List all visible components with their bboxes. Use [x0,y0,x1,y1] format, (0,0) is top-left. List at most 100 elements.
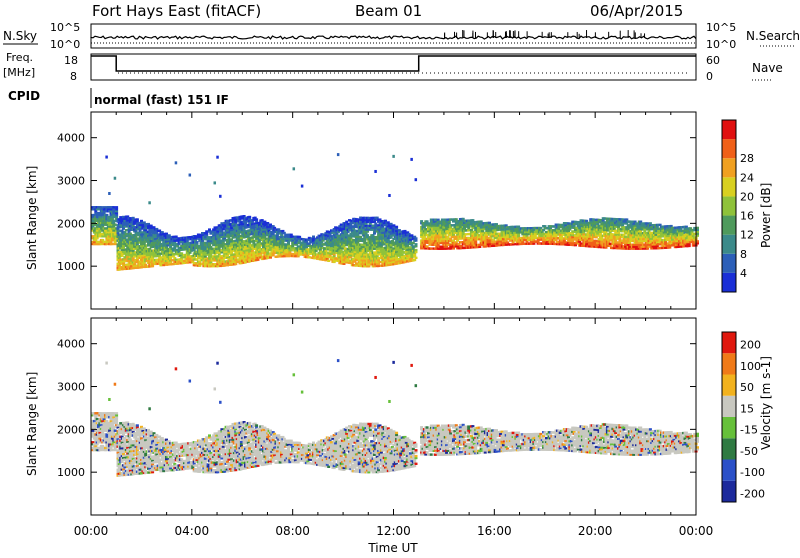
power-echo [284,243,287,245]
power-echo [100,206,103,208]
power-echo [114,177,117,180]
date-title: 06/Apr/2015 [590,2,683,20]
power-echo [383,228,386,230]
power-echo [374,223,377,225]
power-echo [415,243,418,245]
power-echo [255,218,258,220]
power-echo [251,236,254,238]
power-echo [306,248,309,250]
power-echo [478,244,481,246]
power-echo [309,245,312,247]
power-echo [216,156,219,159]
power-echo [467,237,470,239]
power-echo [401,254,404,256]
power-echo [388,194,391,197]
power-echo [451,224,454,226]
power-echo [481,230,484,232]
power-echo [603,221,606,223]
power-echo [467,219,470,221]
freq-unit: [MHz] [3,66,35,79]
power-echo [392,155,395,158]
power-scatter [92,153,700,271]
power-echo [366,234,369,236]
power-echo [359,236,362,238]
power-echo [430,247,433,249]
power-echo [337,153,340,156]
power-echo [392,224,395,226]
power-echo [207,236,210,238]
power-echo [344,247,347,249]
freq-tick-high: 18 [64,54,78,67]
power-echo [219,195,222,198]
power-echo [345,221,348,223]
power-echo [293,167,296,170]
power-echo [377,257,380,259]
power-echo [415,237,418,239]
power-echo [268,249,271,251]
power-echo [488,241,491,243]
power-echo [175,236,178,238]
nave-tick-low: 0 [706,70,713,83]
power-echo [111,243,114,245]
power-echo [595,240,598,242]
cpid-text: normal (fast) 151 IF [94,93,229,107]
power-echo [395,226,398,228]
nsky-right-tick-high: 10^5 [706,21,736,34]
nave-tick-high: 60 [706,54,720,67]
power-echo [415,178,418,181]
power-echo [196,241,199,243]
power-echo [434,219,437,221]
power-echo [465,233,468,235]
power-echo [214,181,217,184]
power-echo [247,224,250,226]
beam-title: Beam 01 [355,2,422,20]
station-title: Fort Hays East (fitACF) [92,2,261,20]
power-echo [567,222,570,224]
power-echo [114,224,117,226]
power-echo [208,228,211,230]
power-echo [426,220,429,222]
power-echo [107,216,110,218]
nsky-line [91,36,696,39]
power-echo [415,249,418,251]
freq-tick-low: 8 [70,70,77,83]
power-echo [308,256,311,258]
power-echo [302,238,305,240]
power-echo [340,224,343,226]
nsky-label: N.Sky [3,29,37,43]
power-echo [388,240,391,242]
power-echo [272,233,275,235]
power-echo [308,237,311,239]
nsky-trace [91,30,696,43]
power-echo [240,235,243,237]
power-echo [623,226,626,228]
power-echo [115,206,118,208]
power-echo [354,230,357,232]
power-echo [226,239,229,241]
power-echo [406,245,409,247]
power-echo [412,242,415,244]
power-echo [301,185,304,188]
power-echo [564,241,567,243]
power-echo [129,233,132,235]
power-echo [409,246,412,248]
power-echo [545,231,548,233]
power-echo [512,226,515,228]
power-echo [133,221,136,223]
nsky-left-tick-low: 10^0 [50,38,80,51]
power-echo [148,201,151,204]
power-echo [398,229,401,231]
nave-label: Nave [752,61,783,75]
power-echo [348,219,351,221]
power-echo [119,216,122,218]
power-echo [330,235,333,237]
power-echo [189,174,192,177]
power-echo [252,248,255,250]
power-echo [415,257,418,259]
power-echo [125,229,128,231]
power-echo [355,218,358,220]
freq-step-line [91,56,696,71]
freq-panel [91,54,696,80]
power-echo [269,256,272,258]
